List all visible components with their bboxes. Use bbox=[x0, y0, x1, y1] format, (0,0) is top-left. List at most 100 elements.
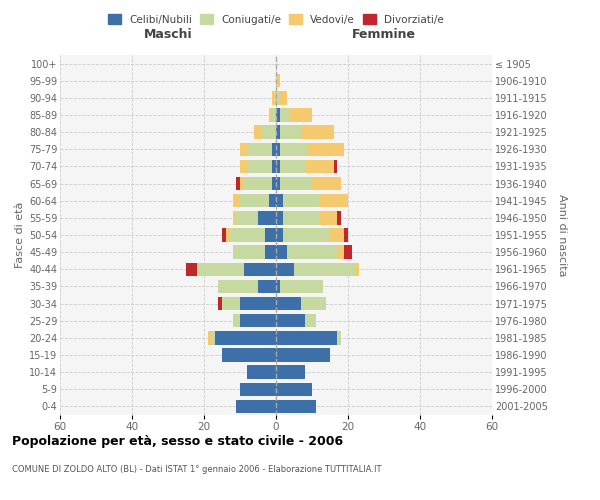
Bar bbox=[215, 331, 276, 344]
Bar bbox=[312, 177, 341, 190]
Bar bbox=[280, 108, 290, 122]
Bar bbox=[276, 400, 316, 413]
Bar bbox=[280, 142, 308, 156]
Bar bbox=[269, 194, 276, 207]
Bar bbox=[265, 228, 276, 241]
Bar bbox=[262, 126, 276, 139]
Bar bbox=[240, 314, 276, 328]
Bar bbox=[218, 280, 258, 293]
Bar bbox=[276, 160, 280, 173]
Bar bbox=[276, 314, 305, 328]
Bar bbox=[280, 160, 305, 173]
Bar bbox=[240, 297, 276, 310]
Bar bbox=[276, 126, 280, 139]
Bar bbox=[269, 108, 272, 122]
Bar bbox=[344, 246, 352, 259]
Bar bbox=[294, 262, 355, 276]
Bar bbox=[276, 366, 305, 379]
Bar bbox=[272, 108, 276, 122]
Bar bbox=[240, 142, 247, 156]
Bar bbox=[276, 246, 287, 259]
Bar bbox=[240, 177, 244, 190]
Bar bbox=[276, 382, 312, 396]
Bar bbox=[308, 142, 344, 156]
Bar bbox=[301, 126, 334, 139]
Bar bbox=[344, 228, 348, 241]
Bar bbox=[319, 194, 348, 207]
Bar bbox=[280, 280, 323, 293]
Bar bbox=[283, 194, 319, 207]
Bar bbox=[276, 280, 280, 293]
Text: Femmine: Femmine bbox=[352, 28, 416, 42]
Text: COMUNE DI ZOLDO ALTO (BL) - Dati ISTAT 1° gennaio 2006 - Elaborazione TUTTITALIA: COMUNE DI ZOLDO ALTO (BL) - Dati ISTAT 1… bbox=[12, 465, 382, 474]
Bar bbox=[236, 177, 240, 190]
Bar bbox=[222, 228, 226, 241]
Bar bbox=[240, 382, 276, 396]
Bar bbox=[247, 142, 272, 156]
Bar bbox=[276, 297, 301, 310]
Bar bbox=[276, 91, 280, 104]
Bar bbox=[272, 91, 276, 104]
Bar bbox=[258, 280, 276, 293]
Bar bbox=[186, 262, 197, 276]
Bar bbox=[283, 211, 319, 224]
Bar bbox=[319, 211, 337, 224]
Bar bbox=[305, 314, 316, 328]
Bar bbox=[276, 177, 280, 190]
Bar bbox=[226, 228, 229, 241]
Bar bbox=[240, 194, 269, 207]
Bar bbox=[276, 74, 280, 88]
Bar bbox=[334, 160, 337, 173]
Y-axis label: Anni di nascita: Anni di nascita bbox=[557, 194, 567, 276]
Bar bbox=[280, 126, 301, 139]
Bar bbox=[208, 331, 211, 344]
Bar bbox=[244, 177, 272, 190]
Text: Popolazione per età, sesso e stato civile - 2006: Popolazione per età, sesso e stato civil… bbox=[12, 435, 343, 448]
Bar bbox=[222, 297, 240, 310]
Bar bbox=[265, 246, 276, 259]
Bar bbox=[236, 400, 276, 413]
Legend: Celibi/Nubili, Coniugati/e, Vedovi/e, Divorziati/e: Celibi/Nubili, Coniugati/e, Vedovi/e, Di… bbox=[104, 10, 448, 29]
Bar bbox=[247, 160, 272, 173]
Bar bbox=[272, 160, 276, 173]
Bar bbox=[280, 91, 287, 104]
Bar bbox=[197, 262, 244, 276]
Bar bbox=[276, 142, 280, 156]
Bar bbox=[218, 297, 222, 310]
Bar bbox=[233, 194, 240, 207]
Bar bbox=[222, 348, 276, 362]
Bar bbox=[276, 228, 283, 241]
Bar bbox=[290, 108, 312, 122]
Bar bbox=[240, 160, 247, 173]
Bar bbox=[276, 331, 337, 344]
Bar bbox=[337, 331, 341, 344]
Bar bbox=[272, 177, 276, 190]
Bar bbox=[233, 314, 240, 328]
Bar bbox=[276, 211, 283, 224]
Bar bbox=[330, 228, 344, 241]
Bar bbox=[233, 211, 236, 224]
Bar bbox=[258, 211, 276, 224]
Bar bbox=[244, 262, 276, 276]
Bar bbox=[236, 211, 258, 224]
Bar bbox=[355, 262, 359, 276]
Bar bbox=[272, 142, 276, 156]
Bar bbox=[276, 348, 330, 362]
Bar bbox=[276, 194, 283, 207]
Bar bbox=[337, 211, 341, 224]
Bar bbox=[337, 246, 344, 259]
Y-axis label: Fasce di età: Fasce di età bbox=[14, 202, 25, 268]
Bar bbox=[287, 246, 337, 259]
Bar bbox=[280, 177, 312, 190]
Bar bbox=[305, 160, 334, 173]
Bar bbox=[233, 246, 265, 259]
Text: Maschi: Maschi bbox=[143, 28, 193, 42]
Bar bbox=[301, 297, 326, 310]
Bar bbox=[254, 126, 262, 139]
Bar bbox=[211, 331, 215, 344]
Bar bbox=[276, 108, 280, 122]
Bar bbox=[283, 228, 330, 241]
Bar bbox=[229, 228, 265, 241]
Bar bbox=[247, 366, 276, 379]
Bar bbox=[276, 262, 294, 276]
